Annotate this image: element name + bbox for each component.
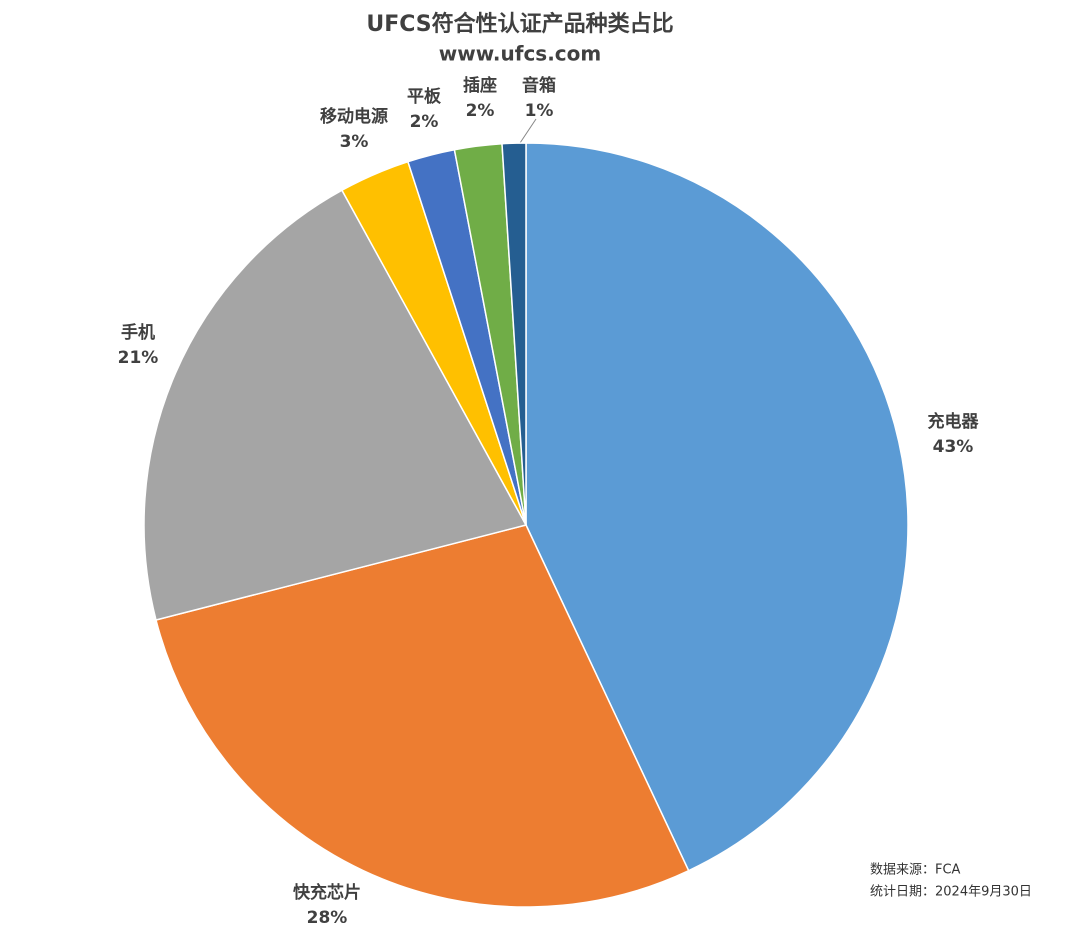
- slice-label: 音箱: [522, 75, 556, 96]
- slice-label: 快充芯片: [293, 882, 361, 903]
- slice-label: 插座: [463, 75, 497, 96]
- slice-label: 充电器: [928, 411, 980, 432]
- chart-title: UFCS符合性认证产品种类占比: [366, 11, 673, 37]
- date-note: 统计日期：2024年9月30日: [870, 885, 1032, 900]
- pie-slice: [525, 142, 909, 872]
- slice-value-label: 2%: [466, 101, 495, 121]
- slice-label: 移动电源: [320, 106, 388, 127]
- pie-slice: [155, 524, 690, 908]
- slice-value-label: 21%: [118, 348, 159, 368]
- slice-value-label: 1%: [525, 101, 554, 121]
- source-note: 数据来源：FCA: [870, 863, 961, 878]
- slice-value-label: 43%: [933, 437, 974, 457]
- slice-label: 手机: [121, 322, 155, 343]
- slice-value-label: 28%: [307, 908, 348, 928]
- pie-slice: [143, 189, 528, 621]
- leader-line: [519, 118, 537, 144]
- pie-slice: [501, 142, 527, 526]
- slice-value-label: 2%: [410, 112, 439, 132]
- slice-value-label: 3%: [340, 132, 369, 152]
- slice-label: 平板: [407, 86, 442, 107]
- chart-subtitle: www.ufcs.com: [439, 42, 601, 66]
